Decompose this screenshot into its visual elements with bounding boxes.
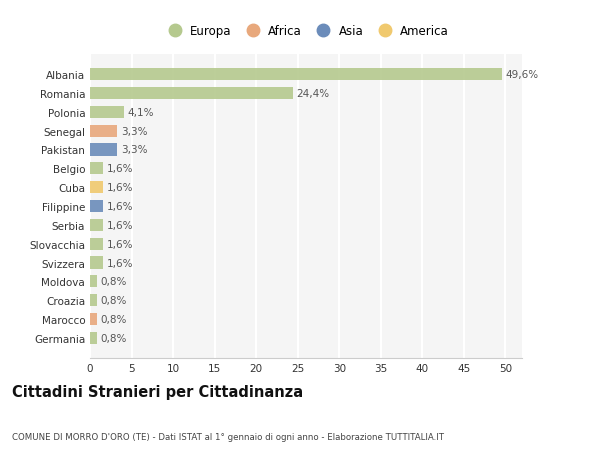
Text: 0,8%: 0,8% xyxy=(100,277,127,287)
Text: 0,8%: 0,8% xyxy=(100,333,127,343)
Text: 4,1%: 4,1% xyxy=(127,107,154,118)
Bar xyxy=(90,294,97,307)
Text: COMUNE DI MORRO D'ORO (TE) - Dati ISTAT al 1° gennaio di ogni anno - Elaborazion: COMUNE DI MORRO D'ORO (TE) - Dati ISTAT … xyxy=(12,431,444,441)
Text: 1,6%: 1,6% xyxy=(107,183,133,193)
Text: 1,6%: 1,6% xyxy=(107,258,133,268)
Text: 0,8%: 0,8% xyxy=(100,296,127,306)
Bar xyxy=(90,276,97,288)
Legend: Europa, Africa, Asia, America: Europa, Africa, Asia, America xyxy=(160,22,452,42)
Bar xyxy=(90,88,293,100)
Bar xyxy=(90,257,103,269)
Bar xyxy=(90,144,118,156)
Text: 1,6%: 1,6% xyxy=(107,202,133,212)
Bar xyxy=(90,163,103,175)
Bar xyxy=(90,313,97,325)
Text: Cittadini Stranieri per Cittadinanza: Cittadini Stranieri per Cittadinanza xyxy=(12,384,303,399)
Text: 1,6%: 1,6% xyxy=(107,239,133,249)
Text: 1,6%: 1,6% xyxy=(107,164,133,174)
Bar xyxy=(90,332,97,344)
Bar xyxy=(90,106,124,119)
Bar xyxy=(90,219,103,231)
Bar xyxy=(90,125,118,137)
Bar xyxy=(90,201,103,213)
Text: 49,6%: 49,6% xyxy=(505,70,539,80)
Bar xyxy=(90,238,103,250)
Text: 0,8%: 0,8% xyxy=(100,314,127,325)
Text: 1,6%: 1,6% xyxy=(107,220,133,230)
Text: 3,3%: 3,3% xyxy=(121,126,147,136)
Bar xyxy=(90,69,502,81)
Bar xyxy=(90,182,103,194)
Text: 3,3%: 3,3% xyxy=(121,145,147,155)
Text: 24,4%: 24,4% xyxy=(296,89,329,99)
